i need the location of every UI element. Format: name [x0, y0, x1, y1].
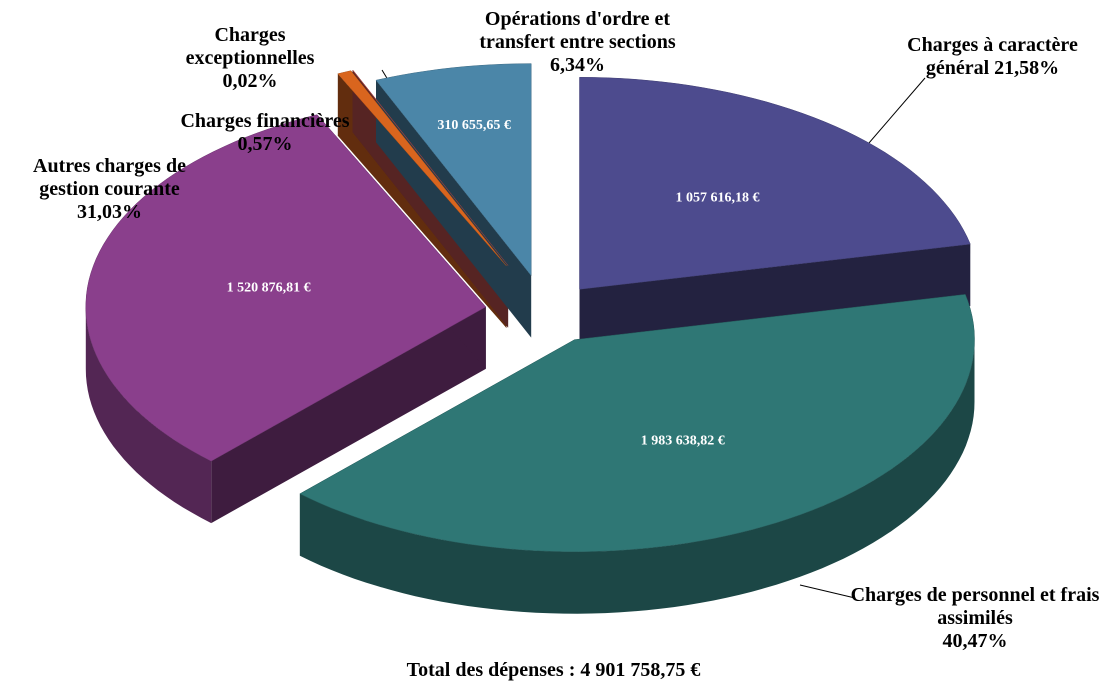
- slice-label: Autres charges de gestion courante 31,03%: [2, 155, 217, 224]
- amount-label: 1 057 616,18 €: [675, 191, 759, 206]
- amount-label: 1 983 638,82 €: [641, 433, 725, 448]
- category: Autres charges de gestion courante: [33, 155, 186, 200]
- category: Charges exceptionnelles: [185, 24, 315, 69]
- percent: 21,58%: [994, 57, 1060, 79]
- slice-side: [579, 244, 971, 352]
- slice-side: [299, 339, 975, 614]
- slice-label: Charges financières 0,57%: [150, 110, 380, 156]
- leader-line: [799, 584, 856, 599]
- percent: 31,03%: [77, 201, 142, 223]
- category: Charges de personnel et frais assimilés: [850, 584, 1100, 629]
- slice-label: Charges à caractère général 21,58%: [880, 34, 1105, 80]
- category: Charges à caractère général: [907, 34, 1078, 79]
- category: Charges financières: [180, 110, 350, 132]
- total-label: Total des dépenses : 4 901 758,75 €: [406, 659, 701, 681]
- slice: [85, 114, 487, 462]
- slice-label: Charges de personnel et frais assimilés 4…: [850, 584, 1100, 653]
- slice: [337, 70, 507, 267]
- percent: 0,57%: [237, 133, 293, 155]
- slice-label: Charges exceptionnelles 0,02%: [170, 24, 330, 93]
- percent: 0,02%: [222, 70, 278, 92]
- category: Opérations d'ordre et transfert entre se…: [479, 8, 676, 53]
- slice-label: Opérations d'ordre et transfert entre se…: [450, 8, 705, 77]
- percent: 6,34%: [550, 54, 605, 76]
- slice: [579, 77, 971, 290]
- slice-side: [376, 80, 532, 338]
- slice-side: [85, 306, 212, 524]
- amount-label: 310 655,65 €: [437, 118, 511, 133]
- amount-label: 1 520 876,81 €: [227, 280, 311, 295]
- percent: 40,47%: [942, 630, 1008, 652]
- slice: [375, 63, 532, 277]
- slice-side: [211, 306, 486, 524]
- slice: [351, 69, 509, 266]
- slice: [299, 294, 975, 552]
